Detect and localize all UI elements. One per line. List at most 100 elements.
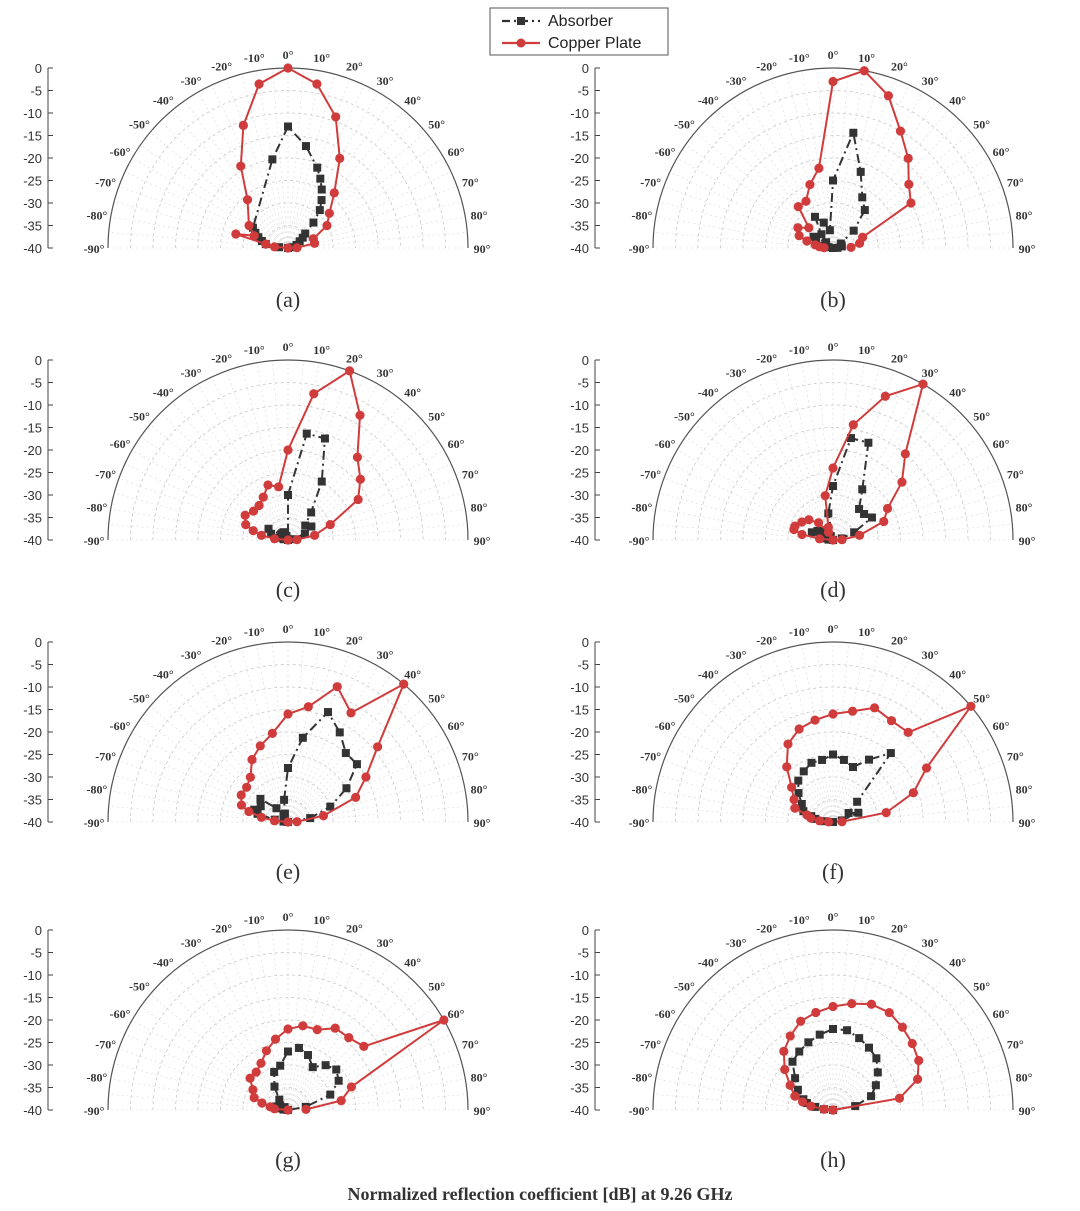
data-point-circle: [780, 1064, 790, 1075]
outer-arc: [107, 929, 469, 1111]
r-tick-label: -15: [570, 129, 589, 144]
grid-spoke: [771, 940, 834, 1111]
data-point-square: [825, 226, 834, 235]
grid-spoke: [694, 706, 834, 823]
grid-spoke: [287, 760, 458, 823]
data-point-circle: [312, 1025, 322, 1035]
outer-arc: [107, 359, 469, 541]
data-point-circle: [802, 810, 812, 820]
angle-tick-label: -40°: [698, 385, 719, 399]
data-point-circle: [283, 535, 293, 545]
data-point-square: [320, 434, 329, 443]
angle-tick-label: 20°: [891, 352, 908, 366]
angle-tick-label: -80°: [87, 1070, 108, 1084]
r-tick-label: -35: [570, 219, 589, 234]
grid-spoke: [287, 383, 379, 541]
angle-tick-label: 80°: [471, 782, 488, 796]
grid-spoke: [729, 392, 834, 541]
angle-tick-label: -70°: [95, 176, 116, 190]
data-point-square: [794, 789, 803, 798]
data-point-circle: [886, 716, 897, 726]
grid-spoke: [197, 383, 289, 541]
angle-tick-label: -60°: [655, 719, 676, 733]
grid-spoke: [663, 478, 834, 541]
grid-spoke: [817, 930, 834, 1111]
data-point-circle: [267, 728, 277, 738]
grid-spoke: [832, 78, 895, 249]
data-point-circle: [238, 120, 248, 130]
r-tick-label: -25: [570, 174, 589, 189]
grid-spoke: [832, 962, 937, 1111]
data-point-circle: [837, 817, 847, 827]
angle-tick-label: -30°: [181, 648, 202, 662]
grid-spoke: [140, 436, 289, 541]
data-point-circle: [257, 1098, 267, 1108]
grid-spoke: [832, 449, 990, 541]
data-point-square: [855, 1034, 864, 1043]
data-point-square: [317, 185, 326, 194]
data-point-square: [284, 764, 292, 772]
grid-spoke: [685, 144, 834, 249]
angle-tick-label: 40°: [404, 385, 421, 399]
data-point-circle: [820, 491, 830, 501]
data-point-square: [270, 1067, 279, 1076]
data-point-circle: [810, 240, 820, 250]
grid-arc: [810, 225, 856, 249]
r-tick-label: -5: [30, 84, 42, 99]
data-point-square: [253, 809, 262, 818]
angle-tick-label: 20°: [891, 60, 908, 74]
grid-spoke: [287, 91, 379, 249]
data-point-circle: [869, 703, 880, 713]
data-point-circle: [814, 534, 825, 544]
polar-panel-7: -90° -80° -70° -60° -50°-40° -30° -20° -10° 0° 10…: [23, 910, 490, 1172]
data-point-square: [298, 733, 307, 742]
grid-spoke: [717, 401, 834, 541]
r-tick-label: -25: [570, 466, 589, 481]
data-point-square: [307, 522, 316, 531]
data-point-circle: [854, 530, 865, 540]
grid-spoke: [756, 658, 834, 823]
data-point-square: [309, 218, 318, 227]
grid-spoke: [832, 932, 865, 1111]
polar-panel-1: -90° -80° -70° -60° -50°-40° -30° -20° -10° 0° 10…: [23, 48, 490, 312]
data-point-circle: [805, 179, 815, 190]
data-point-circle: [240, 510, 250, 520]
angle-tick-label: -10°: [244, 51, 265, 65]
data-point-circle: [828, 535, 838, 545]
data-point-square: [308, 1063, 317, 1072]
data-point-square: [256, 802, 265, 811]
r-tick-label: -20: [23, 725, 42, 740]
angle-tick-label: -80°: [632, 208, 653, 222]
grid-spoke: [287, 70, 320, 249]
grid-spoke: [118, 478, 289, 541]
angle-tick-label: 30°: [377, 74, 394, 88]
grid-spoke: [184, 100, 289, 249]
data-point-circle: [309, 389, 319, 399]
angle-tick-label: 0°: [828, 48, 839, 62]
grid-spoke: [832, 644, 865, 823]
grid-arc: [742, 449, 924, 541]
data-point-square: [813, 527, 822, 535]
grid-spoke: [160, 120, 289, 249]
r-tick-label: -10: [570, 106, 589, 121]
data-point-circle: [806, 1101, 816, 1111]
data-point-square: [818, 527, 827, 536]
data-point-circle: [263, 480, 273, 490]
grid-arc: [675, 382, 991, 541]
angle-tick-label: -30°: [181, 366, 202, 380]
data-point-square: [301, 229, 310, 238]
data-point-circle: [894, 1093, 905, 1103]
grid-arc: [765, 1042, 901, 1111]
data-point-circle: [256, 530, 267, 540]
angle-tick-label: 70°: [1007, 176, 1024, 190]
data-point-square: [280, 809, 289, 818]
angle-tick-label: 80°: [1016, 208, 1033, 222]
data-point-square: [313, 163, 322, 172]
angle-tick-label: 30°: [377, 648, 394, 662]
r-tick-label: -15: [23, 421, 42, 436]
grid-arc: [265, 1087, 311, 1111]
angle-tick-label: 80°: [1016, 500, 1033, 514]
angle-tick-label: 50°: [973, 691, 990, 705]
angle-tick-label: 50°: [973, 117, 990, 131]
figure-caption: Normalized reflection coefficient [dB] a…: [347, 1184, 733, 1204]
